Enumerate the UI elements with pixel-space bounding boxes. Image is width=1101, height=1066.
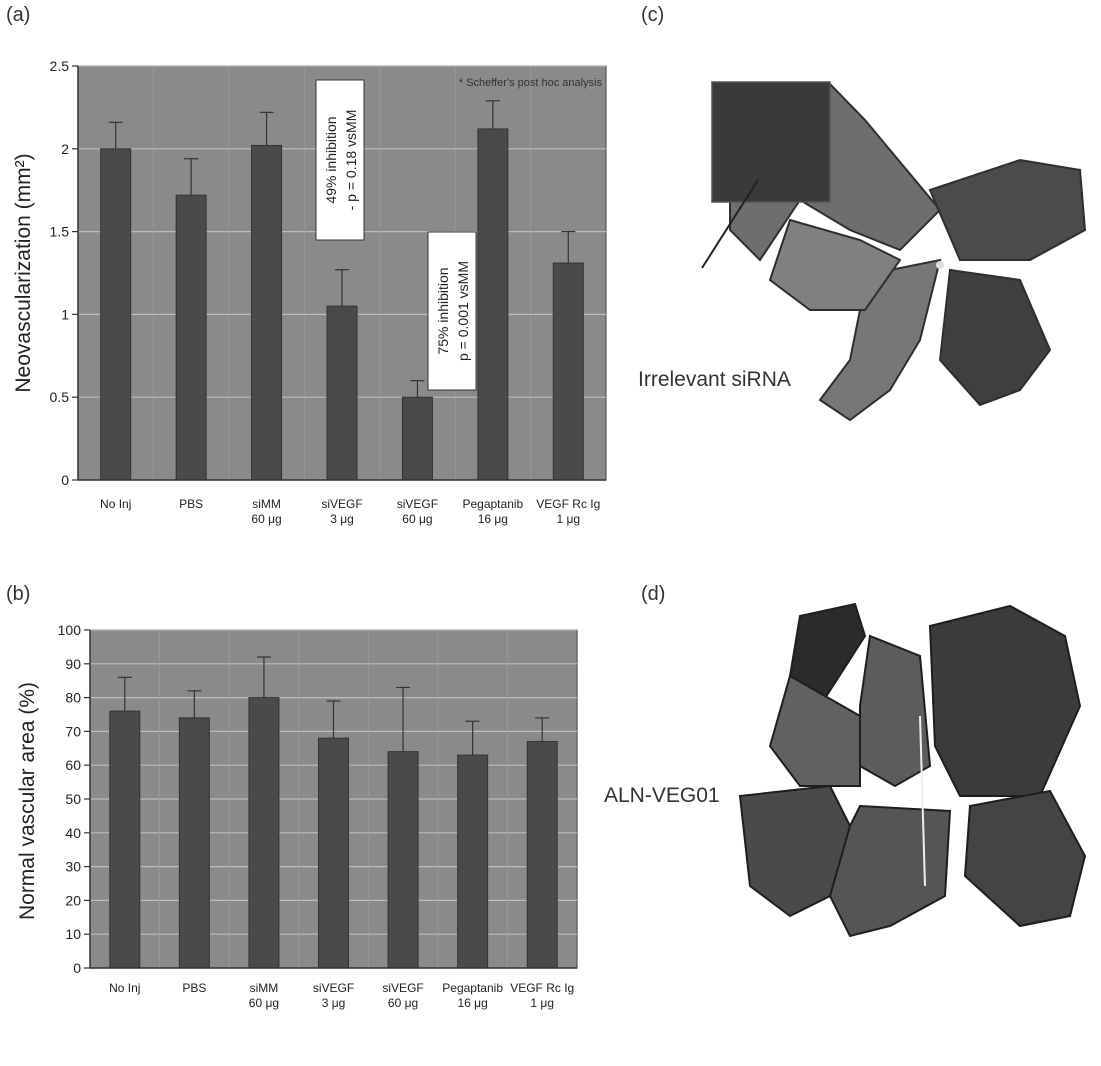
y-tick-label: 70 (65, 723, 81, 739)
y-tick-label: 50 (65, 791, 81, 807)
chart-normal-vascular-area: 0 10 20 30 40 50 60 70 80 90 100 No Inj PBS siMM 60 μg… (16, 622, 578, 1010)
x-tick-label: siVEGF 60 μg (397, 497, 438, 526)
y-axis-label: Neovascularization (mm²) (12, 153, 35, 392)
caption-irrelevant-sirna: Irrelevant siRNA (638, 368, 791, 391)
bar (318, 737, 349, 969)
y-tick-label: 2.5 (50, 58, 70, 74)
x-tick-label: siMM 60 μg (249, 981, 279, 1010)
y-tick-label: 60 (65, 757, 81, 773)
bar (457, 754, 489, 969)
x-tick-label: VEGF Rc Ig 1 μg (510, 981, 574, 1010)
y-tick-label: 0.5 (50, 389, 70, 405)
retina-inset-box (711, 81, 831, 203)
y-axis-label: Normal vascular area (%) (16, 682, 39, 920)
bar (109, 710, 141, 969)
y-tick-label: 100 (58, 622, 82, 638)
y-tick-label: 1 (61, 306, 69, 322)
x-tick-label: VEGF Rc Ig 1 μg (536, 497, 600, 526)
bar (552, 262, 584, 481)
bar (477, 128, 509, 481)
panel-label-c: (c) (641, 4, 665, 26)
retina-image-irrelevant-sirna (701, 81, 1087, 422)
annotation-49pct-box (315, 79, 365, 241)
x-tick-label: Pegaptanib 16 μg (462, 497, 523, 526)
x-tick-label: siVEGF 3 μg (313, 981, 354, 1010)
x-tick-label: siVEGF 3 μg (321, 497, 362, 526)
bar (326, 305, 358, 481)
retina-image-aln-veg01 (738, 602, 1087, 938)
annotation-49pct-line: 49% inhibition (323, 116, 339, 203)
bar (526, 741, 558, 969)
bar (401, 396, 433, 481)
x-tick-label: No Inj (109, 981, 140, 995)
annotation-75pct-line: 75% inhibition (435, 267, 451, 354)
bar (178, 717, 210, 969)
y-tick-label: 40 (65, 825, 81, 841)
x-tick-label: Pegaptanib 16 μg (442, 981, 503, 1010)
y-tick-label: 0 (61, 472, 69, 488)
chart-neovascularization: 0 0.5 1 1.5 2 2.5 No Inj PBS siMM 60 μg siVEGF 3 μg… (12, 58, 607, 526)
bar (251, 144, 283, 481)
y-tick-label: 30 (65, 859, 81, 875)
y-tick-label: 20 (65, 892, 81, 908)
bar (100, 148, 132, 481)
annotation-scheffer: * Scheffer's post hoc analysis (459, 77, 603, 89)
x-tick-label: siMM 60 μg (251, 497, 281, 526)
x-tick-label: PBS (179, 497, 203, 511)
panel-label-a: (a) (6, 4, 31, 26)
x-tick-label: No Inj (100, 497, 131, 511)
y-tick-label: 0 (73, 960, 81, 976)
y-tick-label: 80 (65, 690, 81, 706)
x-tick-label: PBS (182, 981, 206, 995)
bar (175, 194, 207, 481)
bar (248, 697, 280, 969)
y-tick-label: 10 (65, 926, 81, 942)
annotation-75pct: 75% inhibition p = 0.001 vsMM (427, 231, 477, 391)
bar (387, 751, 419, 969)
annotation-49pct-line: - p = 0.18 vsMM (343, 110, 359, 211)
caption-aln-veg01: ALN-VEG01 (604, 784, 720, 807)
x-tick-label: siVEGF 60 μg (382, 981, 423, 1010)
annotation-75pct-box (427, 231, 477, 391)
y-tick-label: 1.5 (50, 224, 70, 240)
y-tick-label: 90 (65, 656, 81, 672)
annotation-75pct-line: p = 0.001 vsMM (455, 261, 471, 361)
y-tick-label: 2 (61, 141, 69, 157)
panel-label-b: (b) (6, 583, 31, 605)
annotation-49pct: 49% inhibition - p = 0.18 vsMM (315, 79, 365, 241)
panel-label-d: (d) (641, 583, 666, 605)
